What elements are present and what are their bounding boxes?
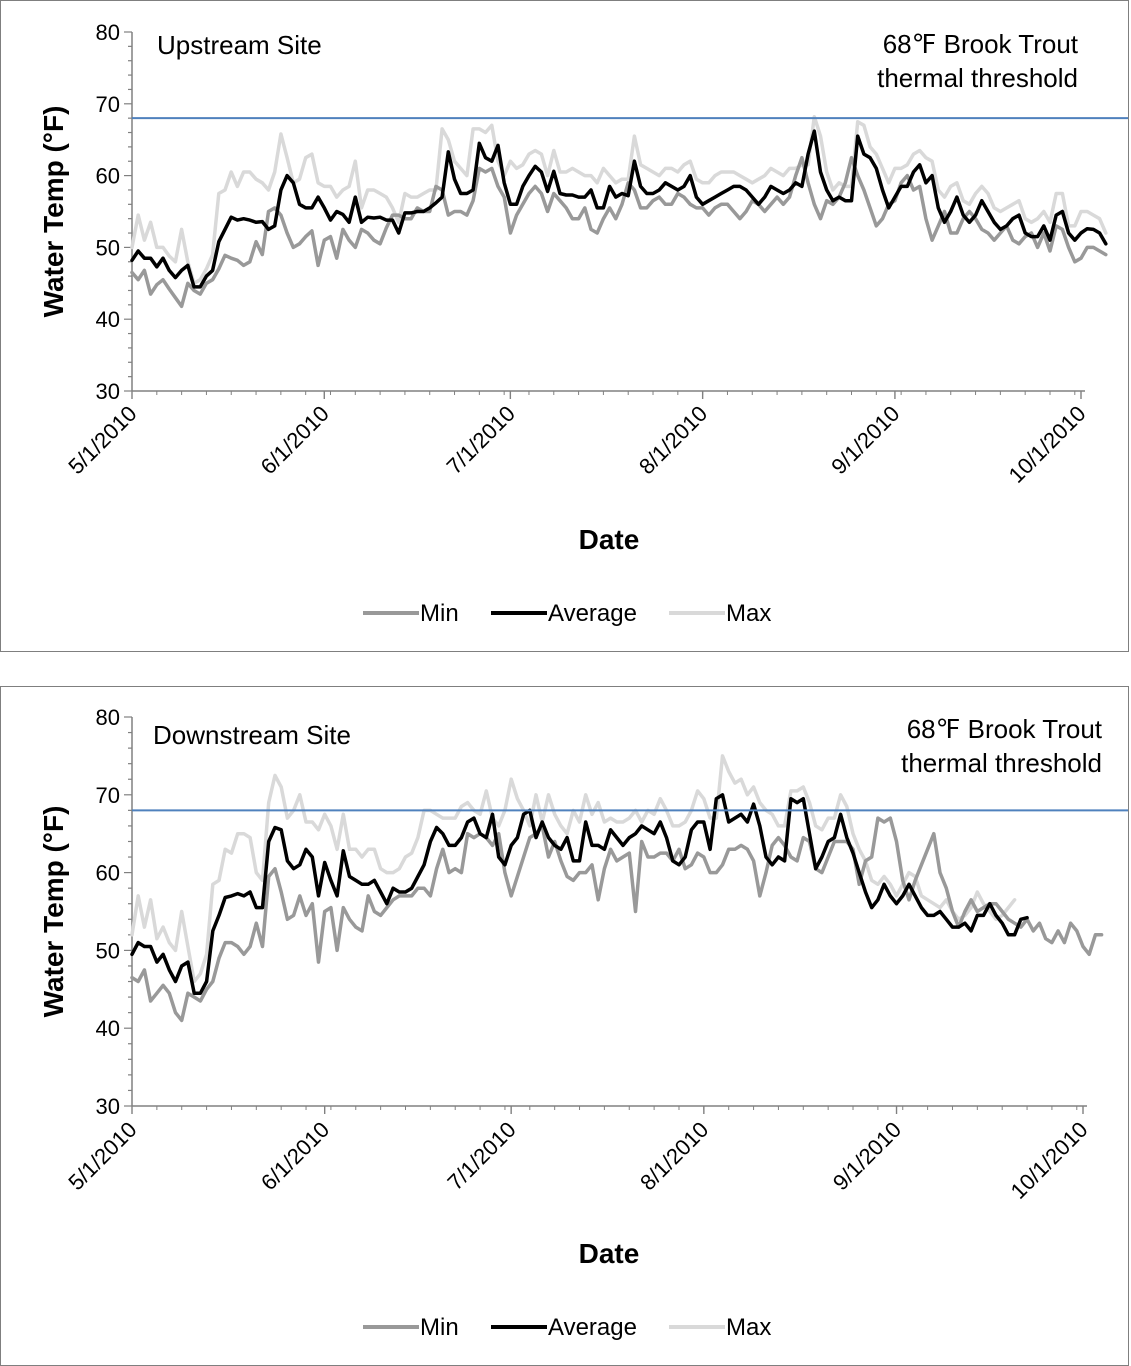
x-axis-title: Date (579, 524, 640, 555)
downstream-chart: 30 40 50 60 70 80 5/1/2010 6/1/2010 7/1/2010 8/1… (38, 705, 1128, 1341)
y-tick-label: 80 (96, 20, 120, 45)
x-tick-label: 9/1/2010 (826, 401, 904, 479)
x-tick-label: 6/1/2010 (256, 401, 334, 479)
legend-label-average: Average (548, 1314, 637, 1341)
legend-label-max: Max (726, 600, 771, 627)
y-tick-label: 70 (96, 92, 120, 117)
series-line-min (130, 155, 1108, 309)
legend-label-average: Average (548, 600, 637, 627)
y-tick-label: 80 (96, 705, 120, 730)
site-label: Upstream Site (157, 30, 322, 60)
y-tick-label: 40 (96, 1016, 120, 1041)
x-tick-label: 5/1/2010 (63, 1117, 141, 1195)
x-tick-label: 10/1/2010 (1004, 401, 1091, 488)
y-tick-label: 70 (96, 783, 120, 808)
y-tick-label: 30 (96, 379, 120, 404)
x-tick-label: 8/1/2010 (634, 401, 712, 479)
site-label: Downstream Site (153, 720, 351, 750)
legend: Min Average Max (363, 1314, 771, 1341)
x-ticks: 5/1/2010 6/1/2010 7/1/2010 8/1/2010 9/1/2010… (63, 1106, 1093, 1204)
threshold-label-line-1: 68℉ Brook Trout (883, 29, 1079, 59)
upstream-chart-panel: 30 40 50 60 70 80 5/1/2010 6/1/2010 7/1/2010 8/1… (0, 0, 1129, 652)
threshold-label-line-2: thermal threshold (877, 63, 1078, 93)
series-lines (130, 114, 1108, 309)
y-ticks: 30 40 50 60 70 80 (96, 20, 132, 404)
y-tick-label: 50 (96, 235, 120, 260)
x-tick-label: 8/1/2010 (635, 1117, 713, 1195)
threshold-label-line-2: thermal threshold (901, 748, 1102, 778)
series-line-min (130, 816, 1104, 1023)
x-ticks: 5/1/2010 6/1/2010 7/1/2010 8/1/2010 9/1/2010… (63, 391, 1091, 488)
plot-area: 30 40 50 60 70 80 5/1/2010 6/1/2010 7/1/2010 8/1… (63, 705, 1128, 1204)
x-tick-label: 7/1/2010 (442, 401, 520, 479)
series-line-max (130, 754, 1017, 984)
x-tick-label: 6/1/2010 (256, 1117, 334, 1195)
y-tick-label: 60 (96, 861, 120, 886)
y-ticks: 30 40 50 60 70 80 (96, 705, 132, 1119)
x-tick-label: 7/1/2010 (442, 1117, 520, 1195)
x-axis-title: Date (579, 1238, 640, 1269)
y-axis-title: Water Temp (°F) (38, 806, 69, 1018)
y-tick-label: 60 (96, 164, 120, 189)
downstream-chart-panel: 30 40 50 60 70 80 5/1/2010 6/1/2010 7/1/2010 8/1… (0, 686, 1129, 1366)
y-tick-label: 50 (96, 938, 120, 963)
threshold-label-line-1: 68℉ Brook Trout (907, 714, 1103, 744)
y-tick-label: 30 (96, 1094, 120, 1119)
legend-label-min: Min (420, 1314, 459, 1341)
y-tick-label: 40 (96, 307, 120, 332)
upstream-chart: 30 40 50 60 70 80 5/1/2010 6/1/2010 7/1/2010 8/1… (38, 20, 1128, 627)
x-tick-label: 9/1/2010 (828, 1117, 906, 1195)
series-line-average (130, 129, 1108, 289)
legend: Min Average Max (363, 600, 771, 627)
y-axis-title: Water Temp (°F) (38, 106, 69, 318)
legend-label-min: Min (420, 600, 459, 627)
series-line-average (130, 793, 1029, 995)
x-tick-label: 5/1/2010 (63, 401, 141, 479)
legend-label-max: Max (726, 1314, 771, 1341)
series-lines (130, 754, 1104, 1023)
x-tick-label: 10/1/2010 (1006, 1117, 1093, 1204)
